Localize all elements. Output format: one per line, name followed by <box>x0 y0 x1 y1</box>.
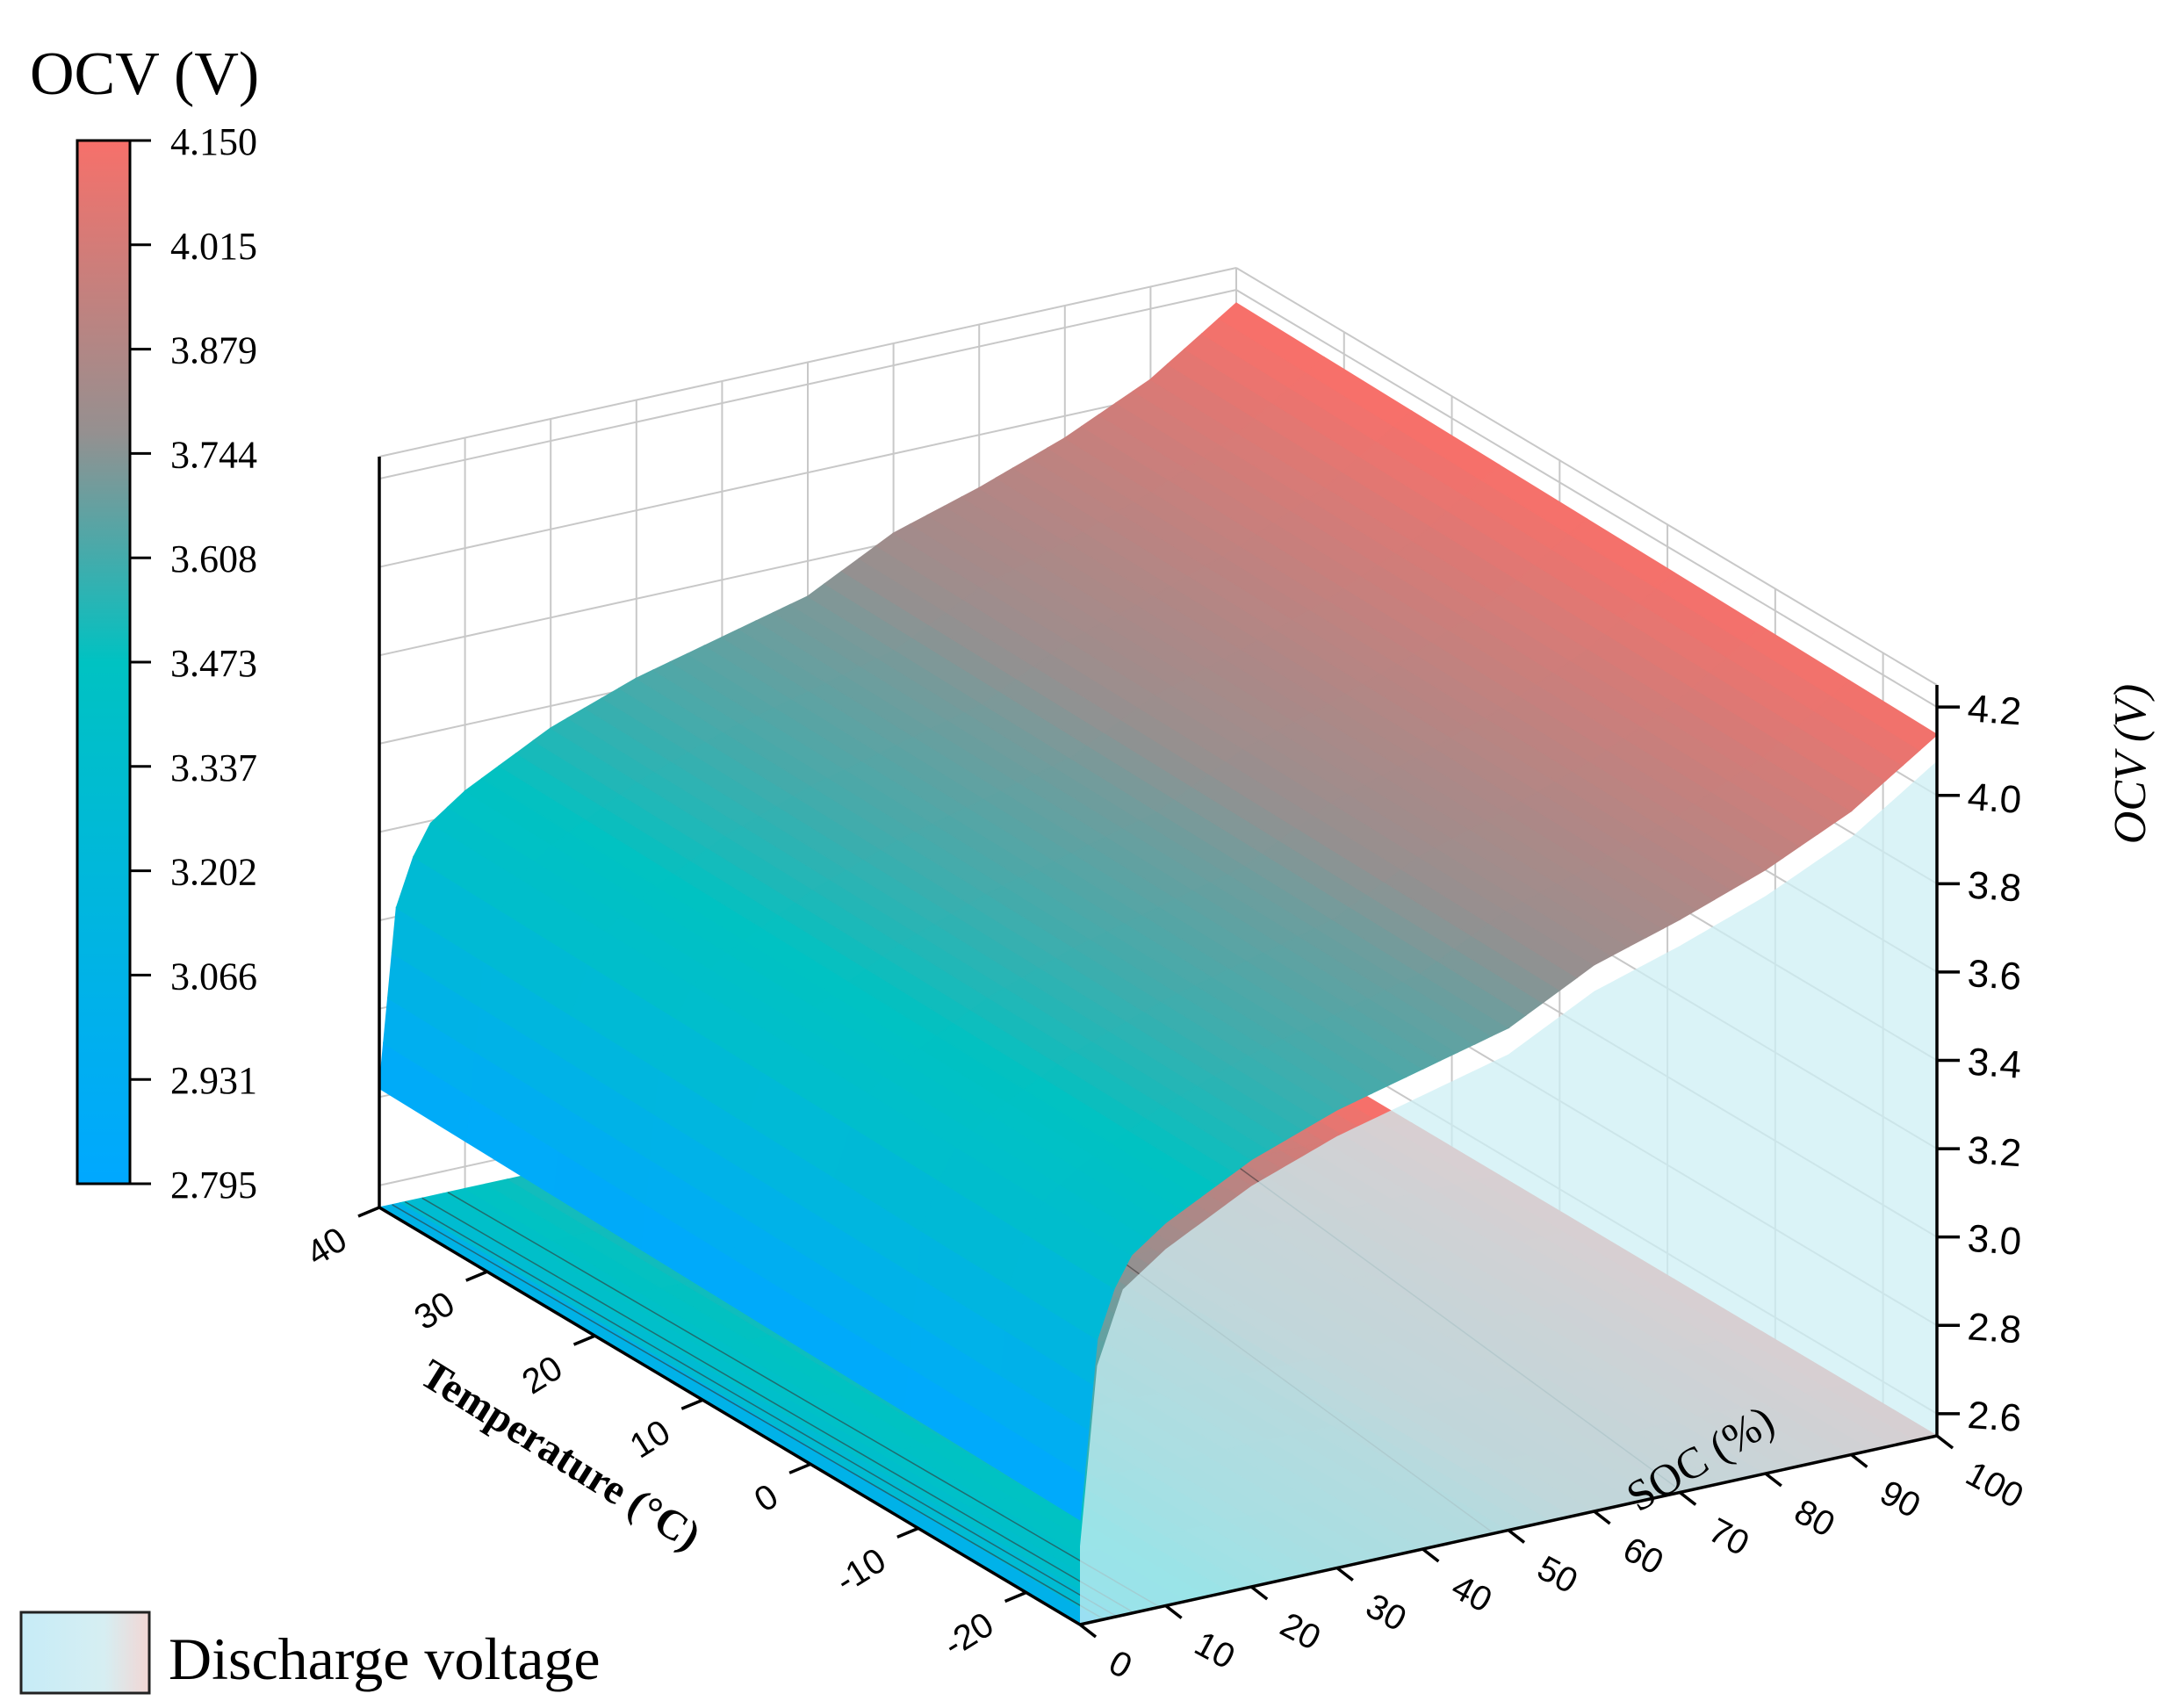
y-tick-label: -10 <box>829 1541 892 1601</box>
y-tick-label: 10 <box>623 1413 677 1467</box>
x-tick-label: 70 <box>1702 1511 1755 1564</box>
z-tick-label: 3.4 <box>1966 1041 2022 1087</box>
z-tick-label: 2.8 <box>1966 1305 2022 1351</box>
colorbar-tick-label: 2.931 <box>170 1059 257 1102</box>
colorbar-tick-label: 4.150 <box>170 120 257 163</box>
x-tick <box>1250 1585 1269 1601</box>
y-axis-line <box>378 1206 1081 1626</box>
colorbar-tick-label: 4.015 <box>170 225 257 268</box>
x-tick-label: 0 <box>1103 1643 1138 1686</box>
colorbar-tick-label: 3.879 <box>170 329 257 372</box>
z-axis-title: OCV (V) <box>2106 684 2156 844</box>
colorbar: OCV (V) 4.150 4.015 3.879 3.744 3.608 3.473 3.… <box>30 40 259 1207</box>
x-tick <box>1679 1491 1697 1506</box>
x-tick <box>1078 1623 1098 1639</box>
z-tick-label: 4.0 <box>1966 775 2022 822</box>
ocv-surface <box>378 302 1939 1521</box>
legend: Discharge voltage <box>19 1611 601 1695</box>
y-tick <box>788 1462 811 1474</box>
y-tick <box>572 1334 596 1346</box>
x-tick-label: 10 <box>1188 1625 1241 1677</box>
x-tick <box>1164 1604 1183 1619</box>
legend-swatch <box>19 1611 151 1695</box>
x-tick <box>1935 1434 1954 1450</box>
discharge-voltage-surface <box>1080 760 1937 1625</box>
y-tick-label: 0 <box>748 1477 785 1520</box>
colorbar-gradient-bar <box>76 139 132 1186</box>
x-tick-label: 100 <box>1960 1454 2030 1516</box>
z-tick-label: 3.0 <box>1966 1217 2022 1264</box>
z-tick-label: 4.2 <box>1966 687 2022 733</box>
x-tick-label: 20 <box>1274 1605 1327 1658</box>
legend-label: Discharge voltage <box>169 1625 601 1692</box>
x-tick-label: 40 <box>1445 1567 1498 1620</box>
x-tick <box>1507 1529 1526 1544</box>
x-tick <box>1593 1510 1611 1525</box>
colorbar-title: OCV (V) <box>30 40 259 108</box>
grid-frame-line <box>1235 267 1938 686</box>
floor-contour-line <box>421 1197 1134 1614</box>
y-tick <box>896 1526 919 1539</box>
x-tick <box>1422 1547 1440 1563</box>
colorbar-tick-label: 3.066 <box>170 955 257 998</box>
x-tick-label: 80 <box>1789 1492 1841 1545</box>
y-tick-label: 20 <box>515 1348 569 1402</box>
floor-contour-line <box>404 1200 1118 1618</box>
y-tick-label: 30 <box>407 1284 461 1337</box>
y-tick-label: 40 <box>300 1220 354 1273</box>
y-tick-label: -20 <box>937 1605 1000 1665</box>
z-tick-label: 3.6 <box>1966 952 2022 998</box>
y-tick <box>1004 1590 1027 1604</box>
z-tick-label: 3.2 <box>1966 1128 2022 1175</box>
colorbar-tick-label: 3.337 <box>170 746 257 789</box>
z-tick-label: 3.8 <box>1966 863 2022 910</box>
floor-contour-line <box>447 1192 1161 1608</box>
x-tick <box>1764 1472 1782 1488</box>
y-tick <box>357 1206 380 1218</box>
colorbar-tick-label: 3.473 <box>170 642 257 685</box>
discharge-voltage-front <box>1080 760 1937 1625</box>
y-tick <box>680 1398 703 1410</box>
x-tick-label: 90 <box>1874 1474 1926 1526</box>
z-tick-label: 2.6 <box>1966 1394 2022 1440</box>
x-tick <box>1850 1453 1868 1468</box>
grid-line-z <box>378 289 1938 708</box>
colorbar-tick-label: 3.608 <box>170 537 257 580</box>
floor-contour-line <box>392 1204 1105 1620</box>
x-tick-label: 60 <box>1616 1530 1669 1582</box>
y-tick <box>465 1270 488 1282</box>
colorbar-ticks: 4.150 4.015 3.879 3.744 3.608 3.473 3.337 3.202… <box>130 120 257 1207</box>
colorbar-tick-label: 3.202 <box>170 851 257 894</box>
x-tick-label: 30 <box>1360 1587 1413 1640</box>
colorbar-tick-label: 3.744 <box>170 433 257 476</box>
x-tick-label: 50 <box>1531 1549 1584 1602</box>
x-tick <box>1335 1567 1354 1582</box>
colorbar-tick-label: 2.795 <box>170 1164 257 1207</box>
